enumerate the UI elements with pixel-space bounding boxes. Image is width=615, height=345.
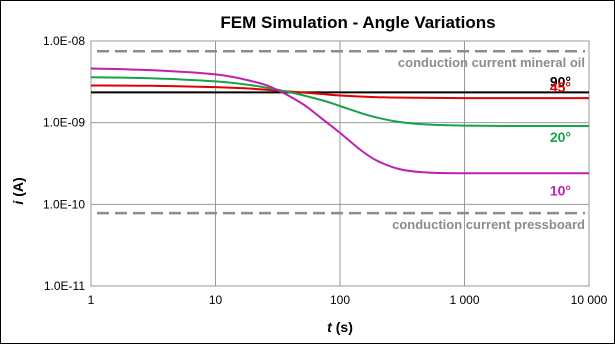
reference-line-label: conduction current pressboard <box>392 217 585 232</box>
x-tick-label: 10 000 <box>571 293 608 307</box>
x-tick-label: 1 <box>88 293 95 307</box>
series-label: 20° <box>550 129 571 145</box>
x-tick-label: 100 <box>330 293 350 307</box>
y-tick-label: 1.0E-11 <box>44 279 85 293</box>
y-axis-label-unit: (A) <box>10 177 26 196</box>
series-label: 45° <box>550 79 571 95</box>
series-group <box>90 67 590 175</box>
x-axis-label-var: t <box>327 319 333 335</box>
series-label: 10° <box>550 182 571 198</box>
x-tick-label: 10 <box>209 293 223 307</box>
grid <box>90 40 590 287</box>
chart-title: FEM Simulation - Angle Variations <box>220 13 495 32</box>
series-line <box>90 76 590 128</box>
x-tick-label: 1 000 <box>449 293 479 307</box>
reference-line-label: conduction current mineral oil <box>398 55 585 70</box>
y-tick-label: 1.0E-08 <box>43 34 85 48</box>
y-axis-label-var: i <box>10 200 26 205</box>
series-label: 90° <box>550 73 571 89</box>
tick-labels: 1 10 100 1 000 10 000 1.0E-11 1.0E-10 1.0E-09 1.… <box>43 34 608 307</box>
series-line <box>90 67 589 175</box>
y-tick-label: 1.0E-10 <box>43 197 85 211</box>
reference-lines: conduction current mineral oil conduction… <box>97 49 585 232</box>
series-labels: 90°45° 20° 10° <box>550 73 571 198</box>
series-line <box>90 84 589 100</box>
y-axis-label: i (A) <box>10 177 26 204</box>
x-axis-label: t (s) <box>327 319 353 335</box>
y-tick-label: 1.0E-09 <box>43 116 85 130</box>
x-axis-label-unit: (s) <box>336 319 353 335</box>
